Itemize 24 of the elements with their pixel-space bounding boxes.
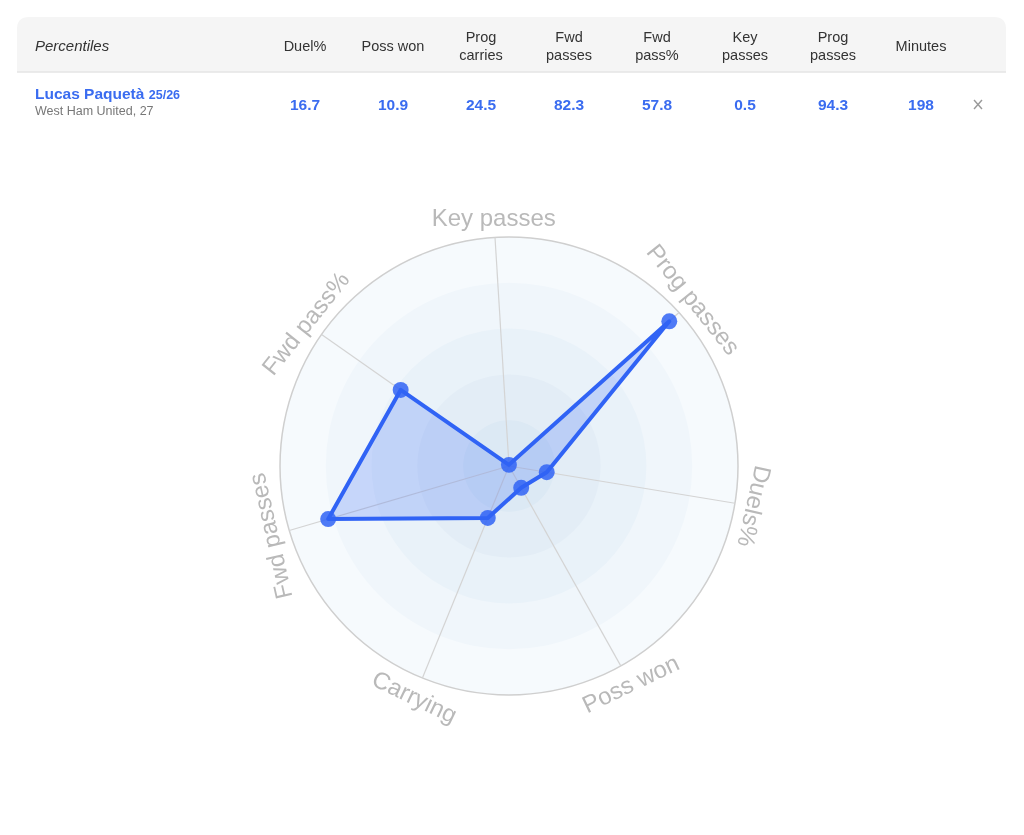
data-label: 82.3 <box>553 95 585 113</box>
spoke-label: Fwd passes <box>242 470 298 602</box>
data-label: 0.5 <box>734 95 757 113</box>
text: West Ham United, 27 <box>35 104 154 118</box>
category-label: Prog passes <box>810 28 856 63</box>
category-label: Fwd pass% <box>635 28 679 63</box>
data-label: 57.8 <box>641 95 673 113</box>
data-label: 24.5 <box>465 95 497 113</box>
category-label: Fwd passes <box>546 28 592 63</box>
category-label: Poss won <box>361 37 425 54</box>
legend-label: Lucas Paquetà <box>35 85 145 102</box>
data-label: 198 <box>908 95 935 113</box>
data-label: 94.3 <box>817 95 849 113</box>
text: Percentiles <box>35 37 110 54</box>
category-label: Key passes <box>722 28 768 63</box>
data-label: 16.7 <box>289 95 321 113</box>
category-label: Duel% <box>283 37 327 54</box>
spoke-label: Poss won <box>577 648 684 719</box>
category-label: Prog carries <box>459 28 503 63</box>
spoke-label: Duels% <box>732 463 778 550</box>
text: 25/26 <box>148 88 181 102</box>
data-label: 10.9 <box>377 95 409 113</box>
category-label: Minutes <box>895 37 947 54</box>
spoke-label: Key passes <box>431 203 556 231</box>
